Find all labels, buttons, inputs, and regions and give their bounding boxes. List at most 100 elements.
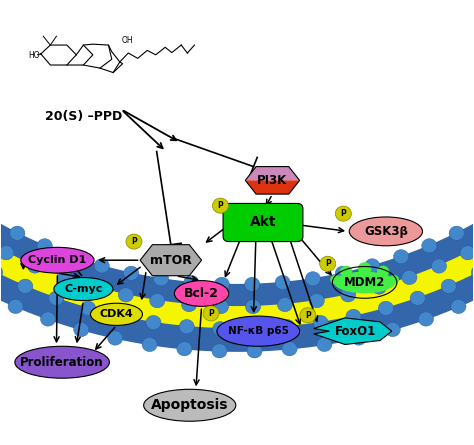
Circle shape xyxy=(0,246,14,260)
Text: FoxO1: FoxO1 xyxy=(335,325,376,338)
Text: Bcl-2: Bcl-2 xyxy=(184,287,219,300)
Text: MDM2: MDM2 xyxy=(344,276,385,289)
Circle shape xyxy=(179,320,194,334)
Text: P: P xyxy=(208,309,214,318)
Circle shape xyxy=(431,259,447,273)
Circle shape xyxy=(422,239,437,253)
Circle shape xyxy=(37,239,52,253)
Circle shape xyxy=(81,301,96,316)
Polygon shape xyxy=(0,125,474,307)
Circle shape xyxy=(358,262,371,275)
Text: GSK3β: GSK3β xyxy=(364,225,408,238)
Circle shape xyxy=(389,275,399,284)
Text: Proliferation: Proliferation xyxy=(20,356,104,369)
Circle shape xyxy=(0,265,3,279)
Text: PI3K: PI3K xyxy=(257,174,288,187)
Circle shape xyxy=(27,259,43,273)
Ellipse shape xyxy=(334,271,395,293)
Circle shape xyxy=(441,279,456,293)
Text: HO: HO xyxy=(28,51,40,60)
Circle shape xyxy=(177,342,192,356)
Circle shape xyxy=(212,198,228,213)
Circle shape xyxy=(10,226,25,240)
Circle shape xyxy=(124,266,139,280)
Text: mTOR: mTOR xyxy=(150,254,192,267)
Circle shape xyxy=(378,301,393,316)
Circle shape xyxy=(213,322,228,336)
Circle shape xyxy=(282,342,297,356)
Circle shape xyxy=(410,291,425,305)
Circle shape xyxy=(57,271,72,284)
Circle shape xyxy=(182,298,197,312)
Circle shape xyxy=(65,250,81,264)
Text: Cyclin D1: Cyclin D1 xyxy=(28,255,87,265)
Circle shape xyxy=(246,322,261,336)
Circle shape xyxy=(74,323,89,337)
Circle shape xyxy=(377,266,389,277)
Circle shape xyxy=(8,299,23,314)
Circle shape xyxy=(385,323,400,337)
Circle shape xyxy=(49,291,64,305)
Text: Akt: Akt xyxy=(250,215,276,230)
Text: CDK4: CDK4 xyxy=(100,309,133,320)
Text: OH: OH xyxy=(121,36,133,45)
Text: P: P xyxy=(340,209,346,218)
Circle shape xyxy=(213,299,228,314)
Polygon shape xyxy=(245,166,300,180)
Circle shape xyxy=(313,316,328,330)
Text: P: P xyxy=(131,237,137,246)
Circle shape xyxy=(203,306,219,321)
Circle shape xyxy=(214,277,229,291)
Text: 20(S) –PPD: 20(S) –PPD xyxy=(45,109,122,122)
Circle shape xyxy=(305,272,320,286)
Circle shape xyxy=(126,234,142,249)
Circle shape xyxy=(372,280,387,294)
Circle shape xyxy=(309,294,324,308)
Circle shape xyxy=(340,266,352,277)
Circle shape xyxy=(184,275,199,290)
Circle shape xyxy=(351,331,366,345)
Circle shape xyxy=(451,299,466,314)
Circle shape xyxy=(317,337,332,352)
Circle shape xyxy=(346,309,361,324)
Ellipse shape xyxy=(217,316,300,346)
Circle shape xyxy=(449,226,464,240)
Circle shape xyxy=(319,256,336,271)
Polygon shape xyxy=(245,180,300,194)
Circle shape xyxy=(419,312,434,326)
Circle shape xyxy=(280,320,295,334)
Circle shape xyxy=(460,246,474,260)
Text: P: P xyxy=(325,259,331,268)
Ellipse shape xyxy=(15,346,109,378)
Circle shape xyxy=(335,266,350,280)
Circle shape xyxy=(340,288,356,302)
Circle shape xyxy=(247,344,262,358)
Ellipse shape xyxy=(91,303,143,325)
Circle shape xyxy=(330,275,340,284)
Circle shape xyxy=(471,265,474,279)
Polygon shape xyxy=(0,140,474,329)
Circle shape xyxy=(212,344,227,358)
Text: P: P xyxy=(305,311,311,320)
Ellipse shape xyxy=(54,278,113,300)
Circle shape xyxy=(246,299,261,314)
Circle shape xyxy=(402,271,417,284)
Circle shape xyxy=(365,259,380,273)
Circle shape xyxy=(245,277,260,291)
Circle shape xyxy=(87,280,102,294)
Polygon shape xyxy=(314,318,392,344)
Circle shape xyxy=(154,272,169,286)
Text: NF-κB p65: NF-κB p65 xyxy=(228,326,289,336)
Circle shape xyxy=(146,316,161,330)
Circle shape xyxy=(113,309,128,324)
Ellipse shape xyxy=(21,247,94,273)
Circle shape xyxy=(335,206,351,221)
Circle shape xyxy=(393,250,409,264)
Text: C-myc: C-myc xyxy=(64,284,102,294)
Circle shape xyxy=(40,312,55,326)
FancyBboxPatch shape xyxy=(223,203,303,242)
Ellipse shape xyxy=(144,389,236,421)
Circle shape xyxy=(275,275,290,290)
Circle shape xyxy=(150,294,165,308)
Polygon shape xyxy=(140,245,201,276)
